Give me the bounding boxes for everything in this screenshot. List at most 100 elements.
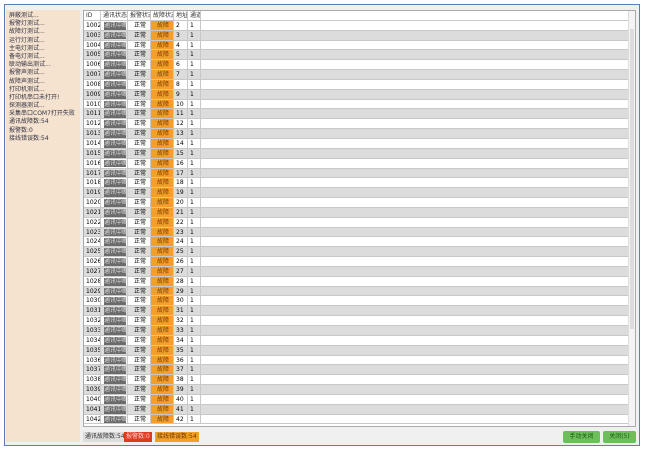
- table-row[interactable]: 1006 通讯中断 正常 故障 6 1: [84, 60, 635, 71]
- address-cell: 24: [174, 237, 188, 247]
- scrollbar-thumb[interactable]: [630, 29, 634, 329]
- id-cell: 1012: [86, 119, 101, 129]
- address-cell: 39: [174, 385, 188, 394]
- fault-status-cell: 故障: [151, 237, 174, 247]
- table-row[interactable]: 1004 通讯中断 正常 故障 4 1: [84, 40, 635, 51]
- alarm-status-cell: 正常: [128, 148, 151, 158]
- scrollbar[interactable]: [628, 11, 635, 426]
- table-row[interactable]: 1042 通讯中断 正常 故障 42 1: [84, 414, 635, 425]
- manual-close-button[interactable]: 手动关闭: [563, 431, 600, 443]
- table-row[interactable]: 1038 通讯中断 正常 故障 38 1: [84, 375, 635, 386]
- table-row[interactable]: 1009 通讯中断 正常 故障 9 1: [84, 89, 635, 100]
- alarm-status-cell: 正常: [128, 79, 151, 89]
- table-row[interactable]: 1021 通讯中断 正常 故障 21 1: [84, 207, 635, 218]
- id-cell: 1004: [86, 40, 101, 50]
- comm-status-cell: 通讯中断: [101, 70, 128, 79]
- fault-status-cell: 故障: [151, 207, 174, 217]
- channel-cell: 1: [188, 296, 201, 306]
- table-row[interactable]: 1035 通讯中断 正常 故障 35 1: [84, 345, 635, 356]
- table-row[interactable]: 1041 通讯中断 正常 故障 41 1: [84, 404, 635, 415]
- comm-status-badge: 通讯中断: [104, 51, 128, 60]
- log-line: 报警灯测试...: [9, 20, 45, 28]
- table-row[interactable]: 1039 通讯中断 正常 故障 39 1: [84, 385, 635, 395]
- comm-status-badge: 通讯中断: [104, 199, 128, 207]
- fault-status-cell: 故障: [151, 89, 174, 99]
- alarm-status-cell: 正常: [128, 60, 151, 70]
- alarm-status-cell: 正常: [128, 394, 151, 404]
- address-cell: 5: [174, 50, 188, 60]
- table-row[interactable]: 1022 通讯中断 正常 故障 22 1: [84, 217, 635, 228]
- table-row[interactable]: 1017 通讯中断 正常 故障 17 1: [84, 168, 635, 179]
- id-cell: 1027: [86, 266, 101, 276]
- column-header[interactable]: 地址: [176, 11, 188, 20]
- log-line: 打印机串口未打开!: [9, 93, 60, 101]
- address-cell: 12: [174, 119, 188, 129]
- fault-status-cell: 故障: [151, 217, 174, 227]
- id-cell: 1021: [86, 207, 101, 217]
- table-row[interactable]: 1005 通讯中断 正常 故障 5 1: [84, 50, 635, 61]
- table-row[interactable]: 1037 通讯中断 正常 故障 37 1: [84, 365, 635, 376]
- id-cell: 1031: [86, 306, 101, 316]
- fault-status-cell: 故障: [151, 158, 174, 168]
- log-line: 报警数:0: [9, 126, 33, 134]
- comm-status-badge: 通讯中断: [104, 139, 128, 148]
- table-row[interactable]: 1010 通讯中断 正常 故障 10 1: [84, 99, 635, 110]
- table-row[interactable]: 1013 通讯中断 正常 故障 13 1: [84, 129, 635, 139]
- table-row[interactable]: 1026 通讯中断 正常 故障 26 1: [84, 257, 635, 267]
- address-cell: 26: [174, 257, 188, 266]
- table-row[interactable]: 1012 通讯中断 正常 故障 12 1: [84, 119, 635, 130]
- comm-status-badge: 通讯中断: [104, 71, 128, 79]
- channel-cell: 1: [188, 286, 201, 296]
- column-header[interactable]: 通道: [190, 11, 201, 20]
- column-header[interactable]: ID: [84, 11, 101, 20]
- id-cell: 1037: [86, 365, 101, 375]
- table-row[interactable]: 1016 通讯中断 正常 故障 16 1: [84, 158, 635, 169]
- fault-status-cell: 故障: [151, 178, 174, 188]
- comm-status-badge: 通讯中断: [104, 31, 128, 40]
- id-cell: 1029: [86, 286, 101, 296]
- id-cell: 1042: [86, 414, 101, 424]
- alarm-status-cell: 正常: [128, 257, 151, 266]
- address-cell: 25: [174, 247, 188, 257]
- table-row[interactable]: 1027 通讯中断 正常 故障 27 1: [84, 266, 635, 277]
- table-row[interactable]: 1029 通讯中断 正常 故障 29 1: [84, 286, 635, 297]
- table-row[interactable]: 1007 通讯中断 正常 故障 7 1: [84, 70, 635, 80]
- table-row[interactable]: 1008 通讯中断 正常 故障 8 1: [84, 79, 635, 90]
- column-header[interactable]: 报警状态: [128, 11, 151, 20]
- table-row[interactable]: 1002 通讯中断 正常 故障 2 1: [84, 20, 635, 31]
- id-cell: 1028: [86, 276, 101, 286]
- table-row[interactable]: 1032 通讯中断 正常 故障 32 1: [84, 316, 635, 326]
- table-row[interactable]: 1023 通讯中断 正常 故障 23 1: [84, 227, 635, 238]
- table-row[interactable]: 1033 通讯中断 正常 故障 33 1: [84, 326, 635, 336]
- column-header[interactable]: 通讯状态: [103, 11, 128, 20]
- alarm-status-cell: 正常: [128, 99, 151, 109]
- alarm-status-cell: 正常: [128, 316, 151, 325]
- comm-status-badge: 通讯中断: [104, 356, 128, 365]
- alarm-status-cell: 正常: [128, 335, 151, 345]
- table-row[interactable]: 1020 通讯中断 正常 故障 20 1: [84, 198, 635, 208]
- table-row[interactable]: 1019 通讯中断 正常 故障 19 1: [84, 188, 635, 199]
- comm-status-badge: 通讯中断: [104, 258, 128, 266]
- table-row[interactable]: 1018 通讯中断 正常 故障 18 1: [84, 178, 635, 189]
- address-cell: 16: [174, 158, 188, 168]
- alarm-status-cell: 正常: [128, 178, 151, 188]
- table-row[interactable]: 1031 通讯中断 正常 故障 31 1: [84, 306, 635, 317]
- table-row[interactable]: 1025 通讯中断 正常 故障 25 1: [84, 247, 635, 258]
- table-row[interactable]: 1015 通讯中断 正常 故障 15 1: [84, 148, 635, 159]
- table-row[interactable]: 1003 通讯中断 正常 故障 3 1: [84, 30, 635, 41]
- table-row[interactable]: 1030 通讯中断 正常 故障 30 1: [84, 296, 635, 307]
- column-header[interactable]: 故障状态: [151, 11, 174, 20]
- id-cell: 1017: [86, 168, 101, 178]
- table-row[interactable]: 1024 通讯中断 正常 故障 24 1: [84, 237, 635, 248]
- table-row[interactable]: 1028 通讯中断 正常 故障 28 1: [84, 276, 635, 287]
- id-cell: 1006: [86, 60, 101, 70]
- table-row[interactable]: 1036 通讯中断 正常 故障 36 1: [84, 355, 635, 366]
- table-row[interactable]: 1034 通讯中断 正常 故障 34 1: [84, 335, 635, 346]
- log-line: 备电灯测试...: [9, 52, 45, 60]
- comm-status-cell: 通讯中断: [101, 326, 128, 335]
- channel-cell: 1: [188, 237, 201, 247]
- close-button[interactable]: 关闭(5): [603, 431, 636, 443]
- table-row[interactable]: 1040 通讯中断 正常 故障 40 1: [84, 394, 635, 405]
- table-row[interactable]: 1014 通讯中断 正常 故障 14 1: [84, 138, 635, 149]
- table-row[interactable]: 1011 通讯中断 正常 故障 11 1: [84, 109, 635, 120]
